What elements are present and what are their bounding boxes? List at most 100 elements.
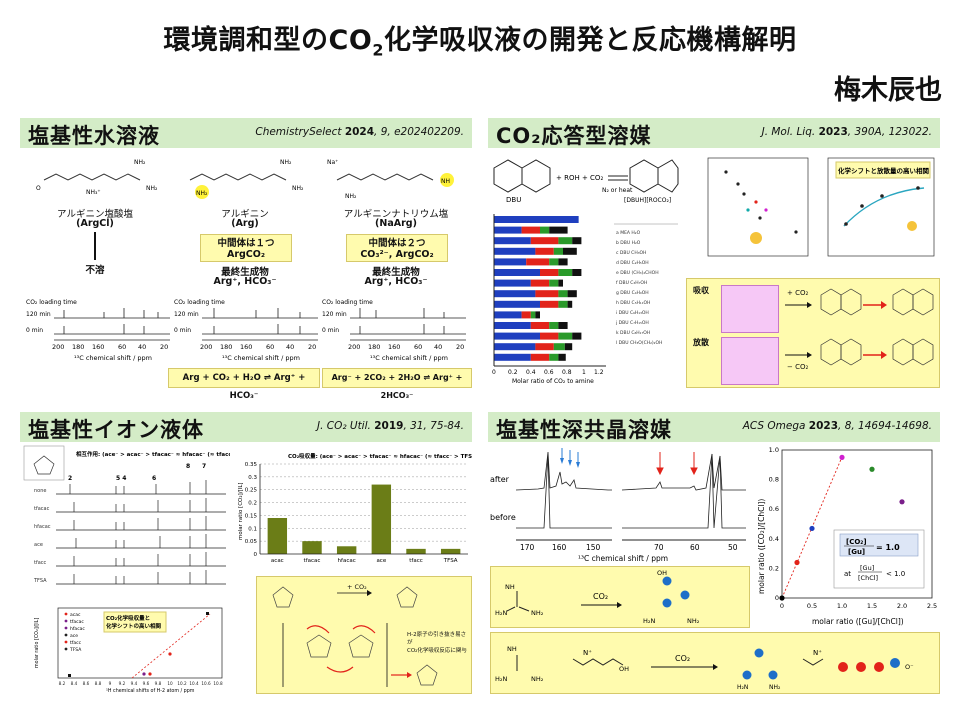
bar-acac	[267, 518, 288, 554]
p2-bar-segment	[535, 290, 559, 298]
p3-scatter-xtick: 8.6	[83, 681, 90, 686]
p2-bar-segment	[494, 247, 536, 255]
svg-text:H₂N: H₂N	[495, 675, 507, 683]
svg-text:NH₃⁺: NH₃⁺	[86, 189, 101, 196]
svg-text:Na⁺: Na⁺	[327, 159, 338, 166]
bar-hfacac	[336, 546, 357, 554]
scatter-ylabel: molar ratio ([CO₂]/[ChCl])	[757, 499, 766, 594]
panel4-scatter-chart: 0 0.5 1.0 1.5 2.0 2.5 0 0.2 0.4 0.6 0.8 1.0 molar …	[757, 446, 937, 626]
svg-text:CO₂ loading time: CO₂ loading time	[174, 299, 225, 306]
bar-chart-ytick: 0.05	[245, 539, 258, 545]
p2-bar-segment	[494, 258, 527, 266]
svg-text:60: 60	[118, 343, 126, 351]
svg-text:k DBU C₈H₁₇OH: k DBU C₈H₁₇OH	[616, 330, 650, 336]
argcl-structure: O NH₃⁺ NH₂ NH₂	[36, 159, 158, 196]
svg-text:f DBU C₃H₇OH: f DBU C₃H₇OH	[616, 280, 647, 286]
svg-text:60: 60	[690, 543, 700, 552]
col2-final2: Arg⁺, HCO₃⁻	[213, 276, 277, 287]
page-title: 環境調和型のCO2化学吸収液の開発と反応機構解明	[163, 25, 797, 60]
svg-text:40: 40	[434, 343, 442, 351]
scatter-point-4	[869, 466, 875, 472]
p2-bar-segment	[530, 237, 559, 245]
absorb-co2: + CO₂	[787, 289, 809, 297]
svg-text:180: 180	[72, 343, 84, 351]
scatter-point-0	[779, 595, 785, 601]
p3-scatter-xtick: 10.4	[189, 681, 199, 686]
scatter-point-1	[794, 559, 800, 566]
p2-bar-segment	[540, 332, 559, 340]
bar-chart-title: CO₂吸収量: (ace⁻ > acac⁻ > tfacac⁻ ≈ hfacac…	[288, 452, 472, 460]
svg-text:70: 70	[654, 543, 664, 552]
p3-scatter-xtick: 8.4	[71, 681, 78, 686]
svg-text:H₂N: H₂N	[495, 609, 507, 617]
svg-text:170: 170	[520, 543, 535, 552]
panel3-bar-chart: CO₂吸収量: (ace⁻ > acac⁻ > tfacac⁻ ≈ hfacac…	[238, 452, 472, 564]
svg-text:NH₂: NH₂	[687, 617, 700, 625]
svg-text:H₂N: H₂N	[643, 617, 655, 625]
bar-chart-ylabel: molar ratio [CO₂]/[IL]	[238, 482, 244, 540]
panel3-reference: J. CO₂ Util. 2019, 31, 75-84.	[316, 420, 464, 432]
svg-text:NH: NH	[441, 178, 450, 185]
svg-text:TFSA: TFSA	[69, 647, 82, 653]
svg-text:= 1.0: = 1.0	[876, 543, 900, 552]
svg-text:160: 160	[92, 343, 104, 351]
p2-bar-segment	[540, 300, 559, 308]
svg-text:0.4: 0.4	[526, 369, 536, 376]
scatter-point-2	[809, 525, 815, 532]
panel1-body: O NH₃⁺ NH₂ NH₂ NH₂ NH₂ NH₂ Na⁺ NH₂ NH アルギニン塩酸…	[20, 150, 472, 401]
svg-text:180: 180	[220, 343, 232, 351]
p2-bar-segment	[549, 279, 559, 287]
p2-bar-segment	[572, 237, 582, 245]
p2-bar-segment	[540, 269, 559, 276]
panel4-reference: ACS Omega 2023, 8, 14694-14698.	[742, 420, 932, 432]
svg-text:1: 1	[582, 369, 586, 376]
svg-text:+ ROH + CO₂: + ROH + CO₂	[556, 174, 603, 182]
svg-text:5 4: 5 4	[116, 475, 126, 482]
bar-chart-ytick: 0.1	[248, 526, 257, 532]
panel4-reaction2: NH H₂N NH₂ N⁺ OH CO₂ H₂N NH₂ N⁺ O⁻	[490, 632, 940, 694]
p3-scatter-xtick: 9.2	[119, 681, 126, 686]
panel2-heading: CO₂応答型溶媒	[496, 124, 652, 148]
svg-text:20: 20	[160, 343, 168, 351]
p2-bar-segment	[494, 343, 536, 351]
svg-text:ace: ace	[70, 634, 78, 639]
svg-text:40: 40	[138, 343, 146, 351]
svg-text:2: 2	[68, 475, 72, 482]
scatter-ytick: 0.8	[769, 476, 779, 484]
p3-scatter-xtick: 9.4	[131, 681, 138, 686]
svg-text:none: none	[34, 488, 46, 494]
svg-text:[DBUH][ROCO₂]: [DBUH][ROCO₂]	[624, 197, 671, 204]
svg-text:TFSA: TFSA	[33, 578, 47, 584]
panel2-header: CO₂応答型溶媒 J. Mol. Liq. 2023, 390A, 123022…	[488, 118, 940, 148]
bar-TFSA	[440, 548, 461, 554]
panel3-correlation-scatter: CO₂化学吸収量と 化学シフトの高い相関 acac tfacac hfacac …	[34, 607, 223, 694]
svg-text:g DBU C₄H₉OH: g DBU C₄H₉OH	[616, 290, 649, 296]
svg-text:OH: OH	[657, 569, 667, 577]
col1-arrow	[94, 232, 96, 260]
p2-bar-segment	[572, 332, 582, 340]
svg-text:i DBU C₆H₁₃OH: i DBU C₆H₁₃OH	[616, 310, 649, 316]
arg-structure: NH₂ NH₂ NH₂	[189, 159, 304, 199]
col3-final2: Arg⁺, HCO₃⁻	[364, 276, 428, 287]
absorb-reactant-box	[721, 285, 779, 333]
panel3-header: 塩基性イオン液体 J. CO₂ Util. 2019, 31, 75-84.	[20, 412, 472, 442]
svg-text:60: 60	[266, 343, 274, 351]
panel3-mechanism-box: + CO₂ H-2原子の引き抜き易さが CO₂化学吸収反応に関与	[256, 576, 472, 694]
svg-text:化学シフトと放散量の高い相関: 化学シフトと放散量の高い相関	[838, 166, 930, 175]
svg-text:50: 50	[728, 543, 738, 552]
panel1-nmr-spectra: CO₂ loading time 120 min 0 min CO₂ loadi…	[26, 299, 466, 362]
release-label: 放散	[693, 338, 709, 347]
p2-bar-segment	[530, 322, 550, 329]
p3-scatter-xtick: 8.8	[95, 681, 102, 686]
p3-scatter-xtick: 10	[167, 681, 173, 686]
svg-text:CO₂: CO₂	[675, 654, 690, 663]
p2-bar-segment	[558, 269, 573, 276]
svg-text:¹³C chemical shift / ppm: ¹³C chemical shift / ppm	[74, 354, 152, 362]
svg-text:7: 7	[202, 463, 206, 470]
panel2-bar-chart: 0 0.2 0.4 0.6 0.8 1 1.2 Molar ratio of CO₂ to …	[492, 214, 678, 385]
p2-bar-segment	[553, 247, 563, 255]
p2-bar-segment	[558, 279, 563, 287]
svg-text:180: 180	[368, 343, 380, 351]
svg-text:0.2: 0.2	[508, 369, 518, 376]
svg-text:N⁺: N⁺	[583, 649, 592, 657]
